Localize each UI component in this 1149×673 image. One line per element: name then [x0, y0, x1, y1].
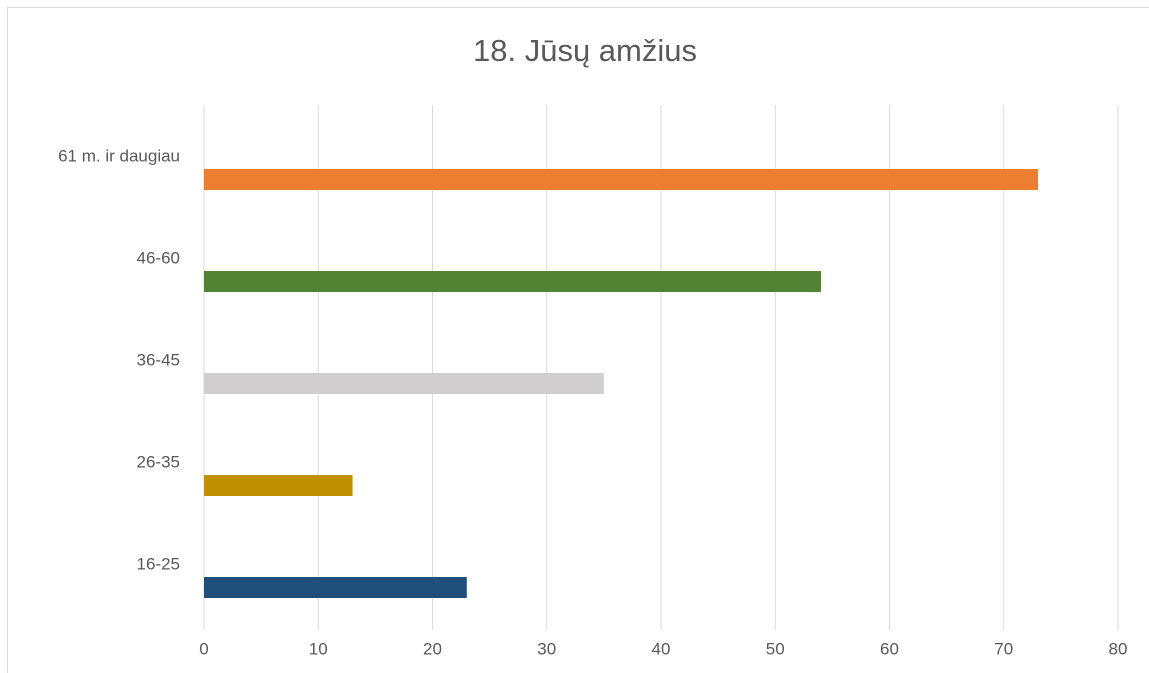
- bar: [204, 373, 604, 394]
- y-tick-label: 46-60: [137, 248, 180, 267]
- x-tick-label: 20: [423, 639, 442, 658]
- y-tick-label: 26-35: [137, 452, 180, 471]
- y-tick-label: 16-25: [137, 554, 180, 573]
- bar: [204, 577, 467, 598]
- y-tick-label: 61 m. ir daugiau: [58, 146, 180, 165]
- x-tick-label: 80: [1109, 639, 1128, 658]
- bar: [204, 475, 353, 496]
- chart-frame: [7, 7, 1149, 673]
- chart-title: 18. Jūsų amžius: [473, 33, 697, 68]
- y-tick-label: 36-45: [137, 350, 180, 369]
- bar: [204, 169, 1039, 190]
- x-tick-label: 30: [537, 639, 556, 658]
- x-tick-label: 0: [199, 639, 208, 658]
- x-tick-label: 60: [880, 639, 899, 658]
- x-tick-label: 40: [652, 639, 671, 658]
- x-tick-label: 50: [766, 639, 785, 658]
- x-tick-label: 10: [309, 639, 328, 658]
- bar: [204, 271, 821, 292]
- x-tick-label: 70: [994, 639, 1013, 658]
